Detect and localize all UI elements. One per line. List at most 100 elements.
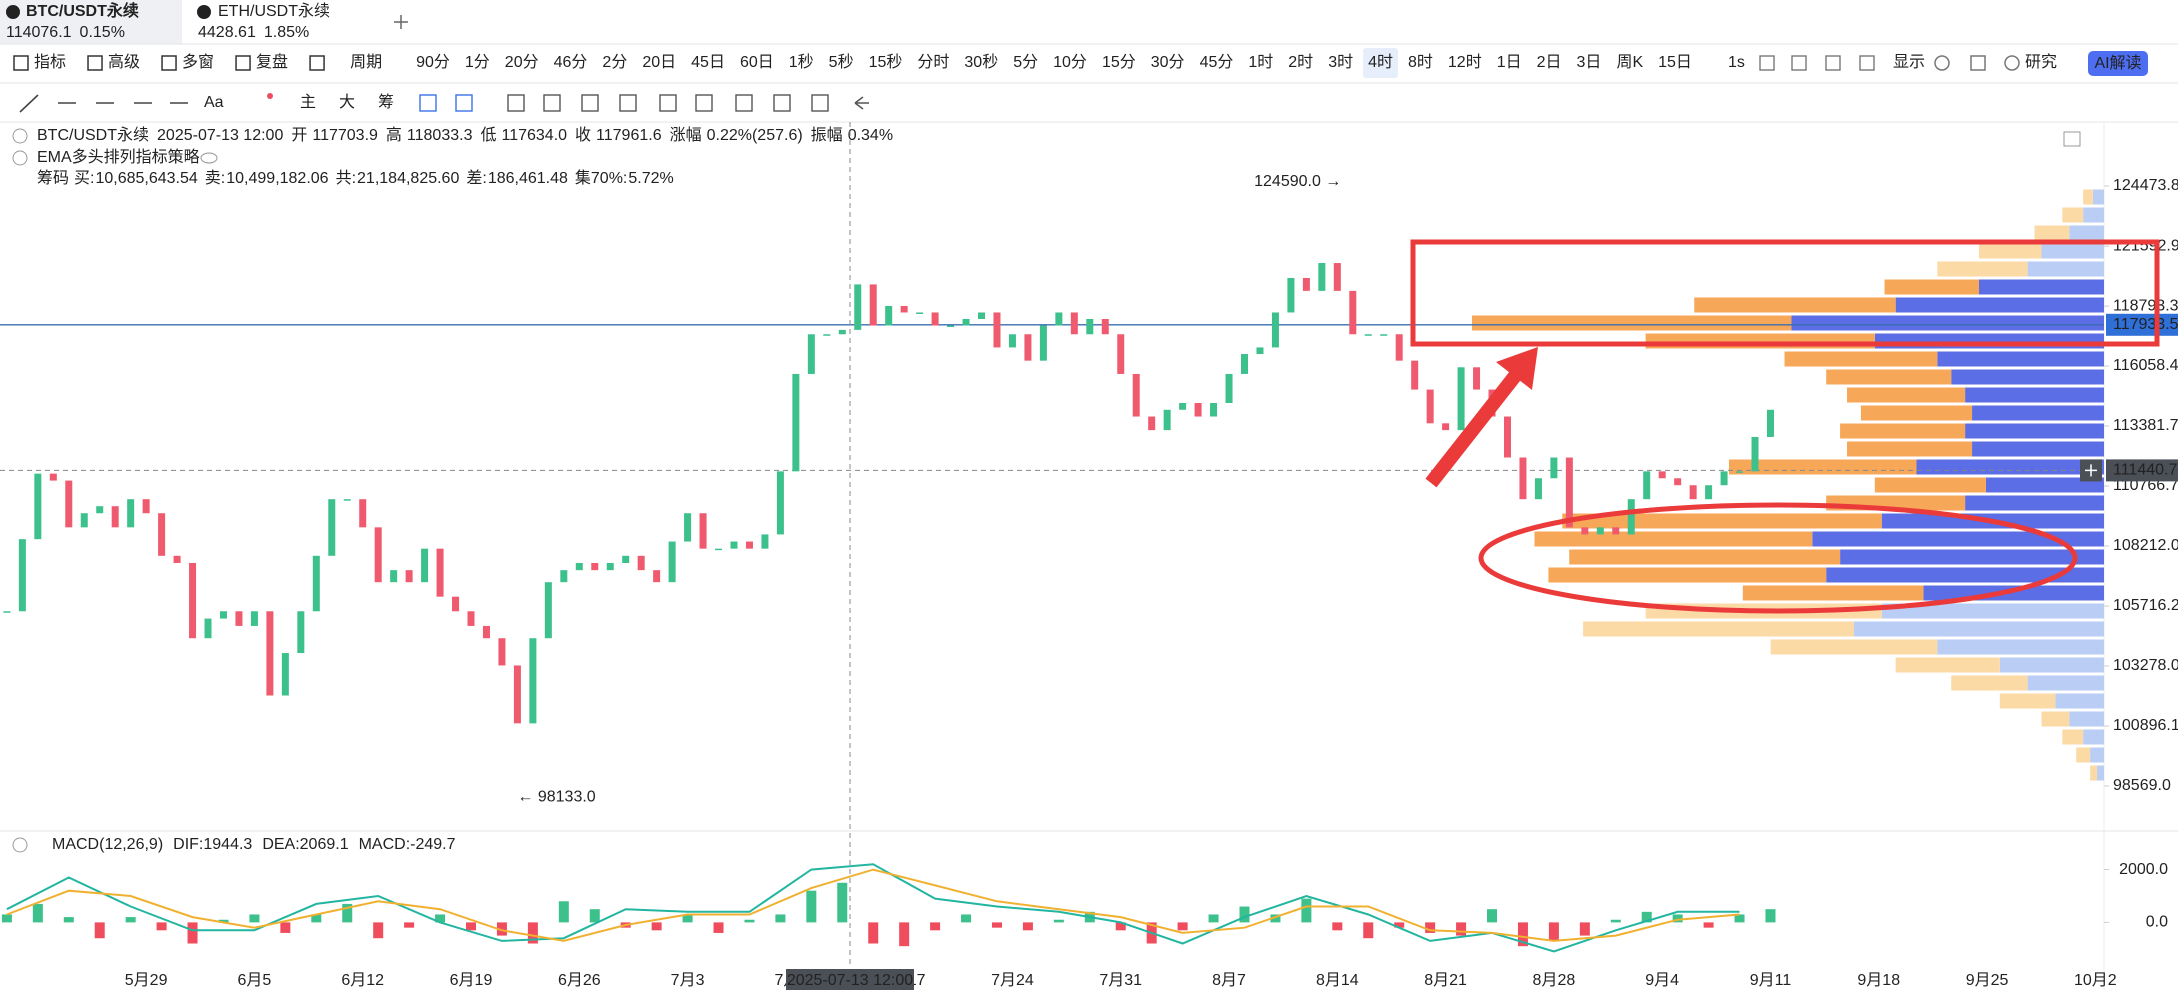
period-button[interactable]: 15秒: [869, 53, 903, 71]
toolbar-button[interactable]: 高级: [108, 53, 140, 71]
profile-sell: [1770, 639, 1938, 655]
more-dot: [267, 93, 273, 99]
macd-bar: [1270, 914, 1281, 923]
period-button[interactable]: 90分: [416, 53, 450, 71]
candle: [1008, 334, 1016, 348]
visibility-icon[interactable]: [200, 152, 218, 164]
settings-icon[interactable]: [1934, 55, 1950, 71]
interval-button[interactable]: 1s: [1728, 54, 1745, 71]
toolbar-button[interactable]: 周期: [350, 53, 382, 71]
period-button[interactable]: 1分: [465, 53, 490, 71]
draw-tool-icon[interactable]: [455, 94, 473, 112]
x-tick-label: 6月19: [450, 972, 493, 989]
period-button[interactable]: 5秒: [829, 53, 854, 71]
macd-bar: [1579, 922, 1590, 936]
period-button[interactable]: 3时: [1328, 53, 1353, 71]
period-button[interactable]: 2日: [1537, 54, 1562, 71]
period-button[interactable]: 2时: [1288, 53, 1313, 71]
candle: [916, 312, 924, 314]
period-button[interactable]: 60日: [740, 54, 774, 71]
draw-tool[interactable]: Aa: [204, 94, 224, 111]
draw-tool-icon[interactable]: [543, 94, 561, 112]
macd-bar: [1765, 909, 1776, 923]
macd-bar: [125, 917, 136, 923]
tab-symbol[interactable]: ETH/USDT永续: [218, 2, 330, 20]
draw-tool[interactable]: 筹: [378, 93, 394, 111]
macd-line: [6, 863, 1740, 953]
period-button[interactable]: 46分: [554, 53, 588, 71]
period-button[interactable]: 45分: [1200, 53, 1234, 71]
high-label: 124590.0 →: [1254, 173, 1341, 190]
toolbar-icon[interactable]: [1791, 55, 1807, 71]
draw-tool-icon[interactable]: [619, 94, 637, 112]
profile-buy: [1965, 387, 2104, 403]
profile-sell: [1694, 297, 1896, 313]
period-button[interactable]: 周K: [1616, 54, 1643, 71]
crosshair-price-label: 111440.7: [2113, 462, 2177, 479]
period-button[interactable]: 5分: [1013, 53, 1038, 71]
period-button[interactable]: 30分: [1151, 53, 1185, 71]
draw-tool-icon[interactable]: [811, 94, 829, 112]
toolbar-icon[interactable]: [1859, 55, 1875, 71]
draw-tool-icon[interactable]: [659, 94, 677, 112]
add-tab[interactable]: [394, 15, 408, 29]
period-button[interactable]: 1秒: [789, 53, 814, 71]
candle: [1596, 527, 1604, 535]
close-tab-icon[interactable]: [6, 5, 20, 19]
collapse-icon[interactable]: [12, 837, 28, 853]
research-button[interactable]: 研究: [2025, 53, 2057, 71]
period-button[interactable]: 8时: [1408, 53, 1433, 71]
active-tab[interactable]: [0, 0, 182, 44]
period-button[interactable]: 1时: [1248, 53, 1273, 71]
toolbar-icon[interactable]: [1825, 55, 1841, 71]
ai-pill[interactable]: [2088, 51, 2148, 76]
period-button[interactable]: 4时: [1368, 53, 1393, 71]
candle: [312, 555, 320, 612]
period-button[interactable]: 12时: [1448, 53, 1482, 71]
period-button[interactable]: 1日: [1497, 54, 1522, 71]
candle: [637, 555, 645, 571]
draw-tool-icon[interactable]: [735, 94, 753, 112]
close-tab-icon[interactable]: [197, 5, 211, 19]
period-button[interactable]: 30秒: [964, 53, 998, 71]
collapse-icon[interactable]: [12, 150, 28, 166]
period-button[interactable]: 20分: [505, 53, 539, 71]
period-button[interactable]: 20日: [642, 54, 676, 71]
period-button[interactable]: 3日: [1577, 54, 1602, 71]
candle: [452, 596, 460, 612]
draw-tool-icon[interactable]: [695, 94, 713, 112]
toolbar-button[interactable]: 多窗: [182, 53, 214, 71]
toolbar-button[interactable]: 指标: [34, 53, 66, 71]
toolbar-icon[interactable]: [1759, 55, 1775, 71]
expand-icon[interactable]: [2063, 131, 2081, 147]
undo-icon[interactable]: [854, 96, 869, 110]
draw-tool-icon[interactable]: [507, 94, 525, 112]
period-button[interactable]: 45日: [691, 54, 725, 71]
period-button[interactable]: 10分: [1053, 53, 1087, 71]
period-button[interactable]: 分时: [917, 53, 949, 71]
ai-button[interactable]: AI解读: [2094, 54, 2141, 72]
profile-buy: [2090, 747, 2104, 763]
period-button[interactable]: 15日: [1658, 54, 1692, 71]
arrow-shaft: [1425, 371, 1521, 488]
highlight-ellipse: [1478, 502, 2078, 614]
macd-bar: [311, 914, 322, 923]
macd-bar: [1641, 911, 1652, 923]
draw-tool-icon[interactable]: [773, 94, 791, 112]
draw-tool-icon[interactable]: [419, 94, 437, 112]
toolbar-button[interactable]: 复盘: [256, 52, 288, 71]
fullscreen-icon[interactable]: [1970, 55, 1986, 71]
x-tick-label: 6月26: [558, 972, 601, 989]
tab-symbol[interactable]: BTC/USDT永续: [26, 1, 139, 20]
period-button[interactable]: 15分: [1102, 53, 1136, 71]
candle: [1287, 277, 1295, 313]
collapse-icon[interactable]: [12, 128, 28, 144]
display-button[interactable]: 显示: [1893, 54, 1925, 71]
draw-tool[interactable]: 主: [300, 93, 316, 111]
draw-tool[interactable]: 大: [339, 93, 355, 111]
x-tick-label: 7月31: [1099, 972, 1142, 989]
draw-tool-icon[interactable]: [19, 94, 39, 113]
draw-tool-icon[interactable]: [581, 94, 599, 112]
period-button[interactable]: 2分: [602, 53, 627, 71]
candle: [1225, 373, 1233, 404]
